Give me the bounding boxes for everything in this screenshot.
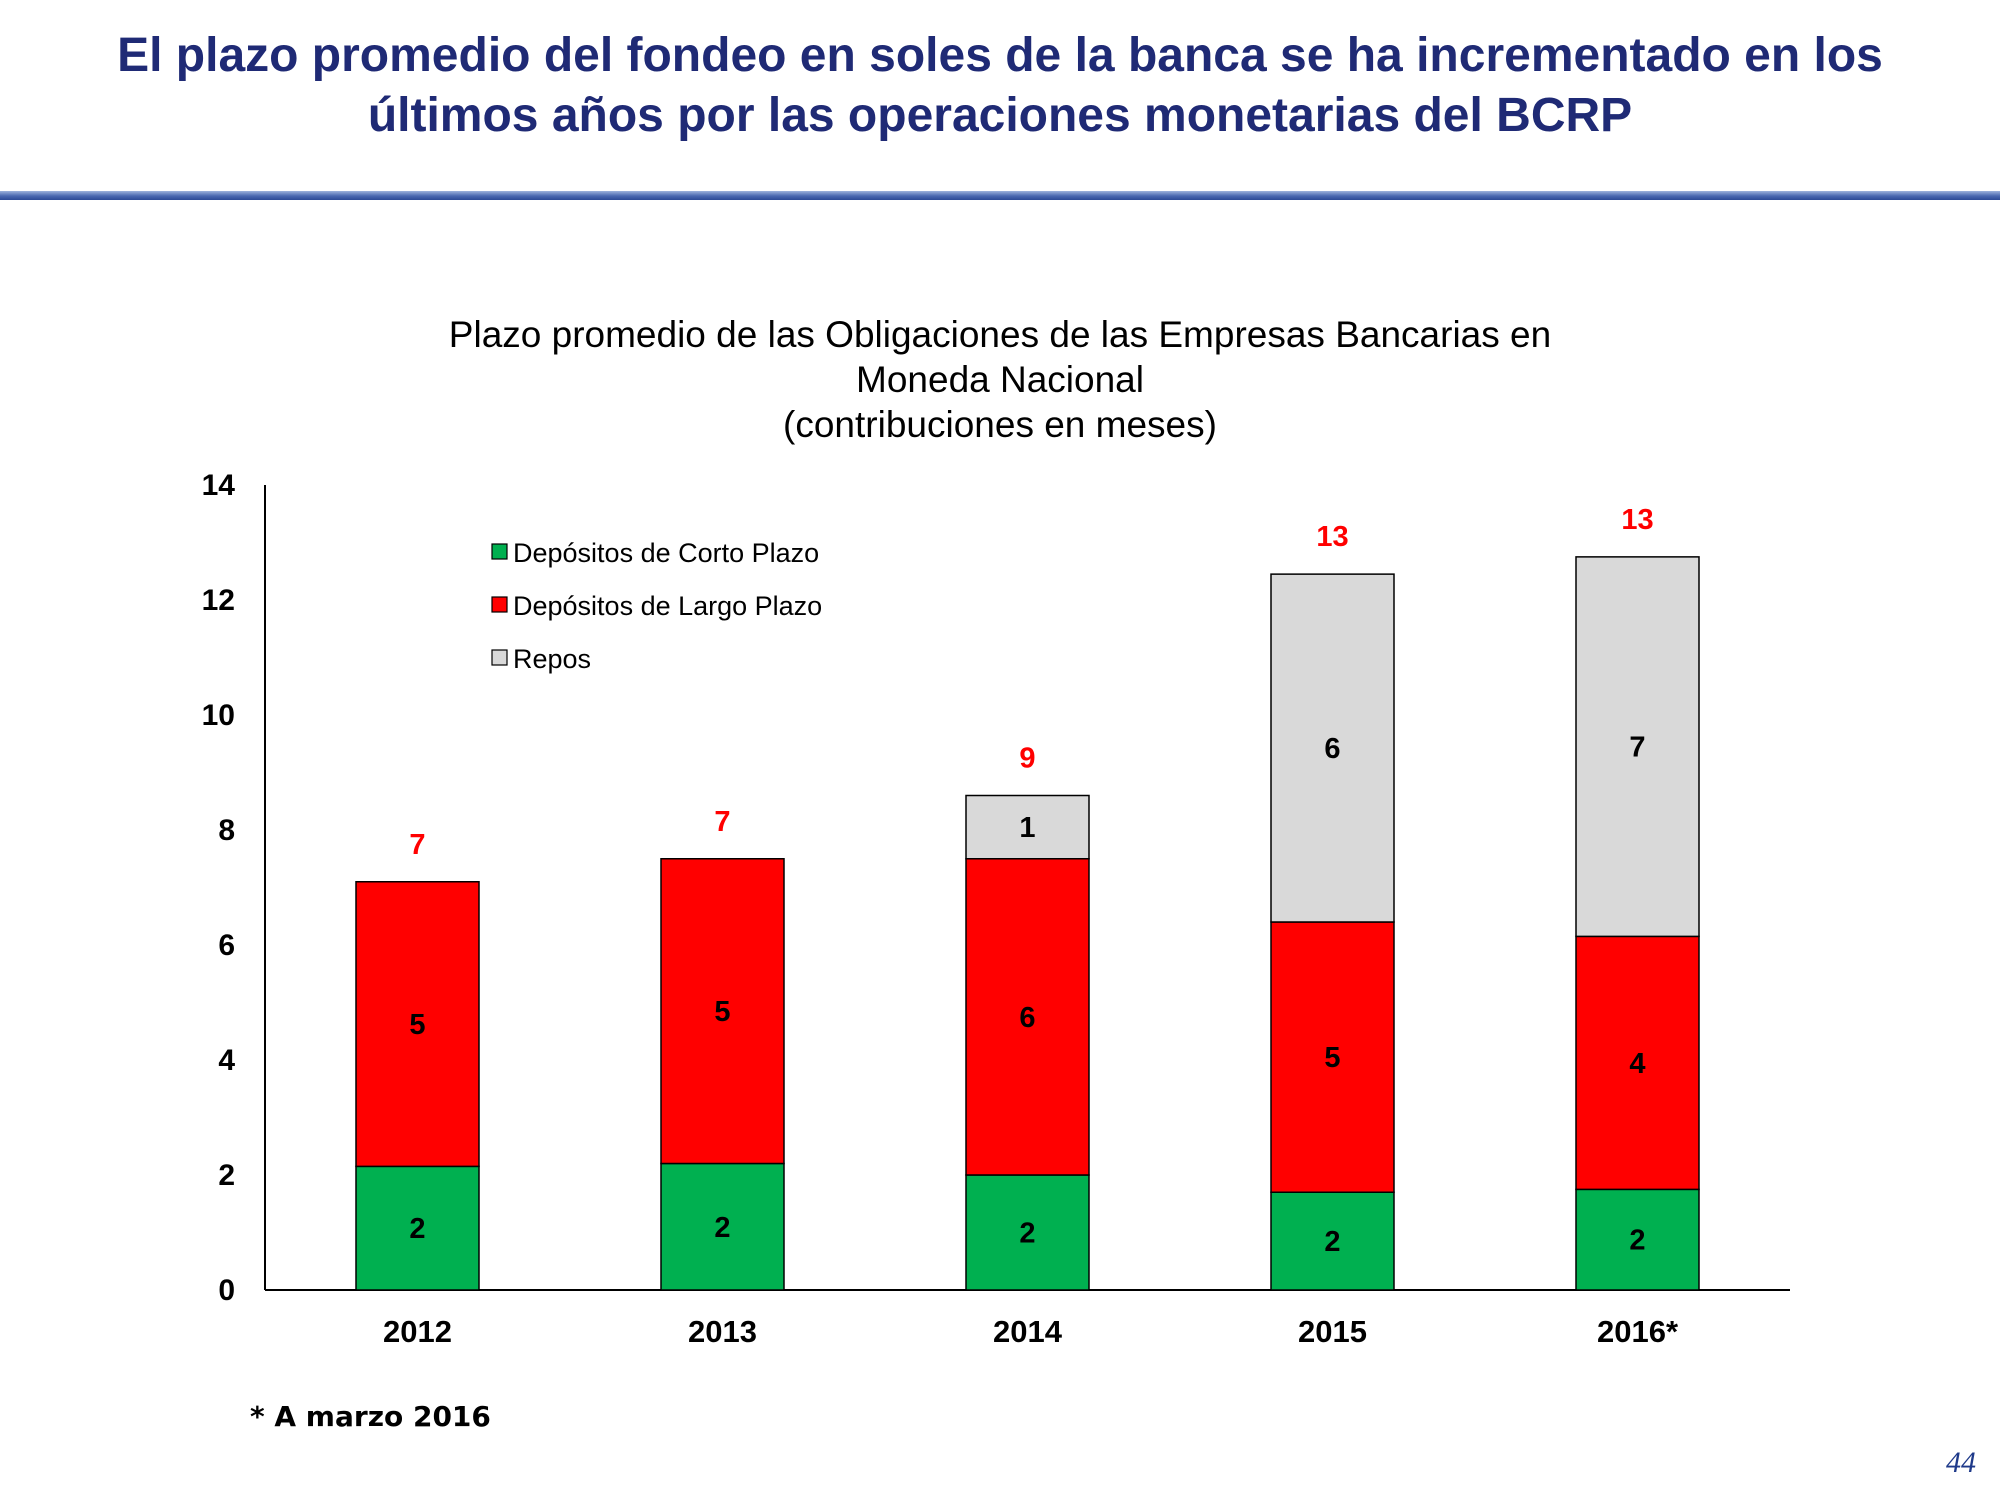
x-tick-label: 2015 bbox=[1298, 1314, 1367, 1349]
bar-segment-label: 2 bbox=[1324, 1226, 1340, 1258]
bar-segment-label: 7 bbox=[1629, 732, 1645, 764]
legend-label: Depósitos de Corto Plazo bbox=[513, 538, 819, 568]
y-tick-label: 2 bbox=[218, 1159, 235, 1192]
bar-segment bbox=[660, 858, 785, 1165]
footnote: * A marzo 2016 bbox=[250, 1400, 491, 1433]
chart-title-line-1: Plazo promedio de las Obligaciones de la… bbox=[448, 314, 1552, 355]
y-tick-label: 14 bbox=[202, 469, 236, 502]
legend-swatch bbox=[491, 596, 508, 613]
x-tick-label: 2013 bbox=[688, 1314, 757, 1349]
bar-segment bbox=[355, 881, 480, 1168]
bar-segment bbox=[965, 794, 1090, 860]
y-tick-label: 10 bbox=[202, 699, 235, 732]
chart-title: Plazo promedio de las Obligaciones de la… bbox=[300, 312, 1700, 447]
bar-segment-label: 6 bbox=[1019, 1002, 1035, 1034]
bar-segment bbox=[965, 858, 1090, 1176]
bar-segment-label: 5 bbox=[714, 996, 730, 1028]
bar-segment bbox=[1270, 573, 1395, 923]
y-tick-label: 0 bbox=[218, 1274, 235, 1307]
x-tick-label: 2014 bbox=[993, 1314, 1063, 1349]
bar-segment bbox=[1575, 1188, 1700, 1291]
x-tick-label: 2012 bbox=[383, 1314, 452, 1349]
legend-label: Repos bbox=[513, 644, 591, 674]
y-tick-label: 12 bbox=[202, 584, 235, 617]
legend-swatch bbox=[491, 543, 508, 560]
bar-total-label: 7 bbox=[714, 806, 730, 838]
bar-total-label: 13 bbox=[1621, 504, 1653, 536]
slide-title-line-1: El plazo promedio del fondeo en soles de… bbox=[117, 29, 1883, 82]
bar-total-label: 9 bbox=[1019, 743, 1035, 775]
bar-total-label: 13 bbox=[1316, 521, 1348, 553]
chart-title-line-3: (contribuciones en meses) bbox=[783, 404, 1217, 445]
bar-segment bbox=[1575, 556, 1700, 938]
bar-segment-label: 1 bbox=[1019, 812, 1035, 844]
bar-segment-label: 2 bbox=[409, 1213, 425, 1245]
slide-title: El plazo promedio del fondeo en soles de… bbox=[40, 26, 1960, 146]
bar-segment-label: 6 bbox=[1324, 733, 1340, 765]
title-divider bbox=[0, 191, 2000, 200]
bar-segment-label: 5 bbox=[1324, 1042, 1340, 1074]
y-tick-label: 6 bbox=[218, 929, 235, 962]
bar-segment-label: 2 bbox=[1019, 1218, 1035, 1250]
bar-segment bbox=[1575, 935, 1700, 1191]
bar-segment-label: 4 bbox=[1629, 1048, 1645, 1080]
bar-segment bbox=[355, 1165, 480, 1291]
slide-title-line-2: últimos años por las operaciones monetar… bbox=[367, 89, 1633, 142]
y-tick-label: 8 bbox=[218, 814, 235, 847]
bar-total-label: 7 bbox=[409, 829, 425, 861]
bar-segment bbox=[660, 1162, 785, 1291]
bar-segment-label: 5 bbox=[409, 1009, 425, 1041]
bar-segment-label: 2 bbox=[714, 1212, 730, 1244]
x-tick-label: 2016* bbox=[1597, 1314, 1679, 1349]
page-number: 44 bbox=[1946, 1446, 1976, 1479]
bar-segment bbox=[1270, 921, 1395, 1193]
bar-segment bbox=[1270, 1191, 1395, 1291]
legend-label: Depósitos de Largo Plazo bbox=[513, 591, 822, 621]
bar-segment bbox=[965, 1174, 1090, 1291]
chart-title-line-2: Moneda Nacional bbox=[856, 359, 1144, 400]
bar-segment-label: 2 bbox=[1629, 1225, 1645, 1257]
legend-swatch bbox=[491, 649, 508, 666]
y-tick-label: 4 bbox=[218, 1044, 235, 1077]
